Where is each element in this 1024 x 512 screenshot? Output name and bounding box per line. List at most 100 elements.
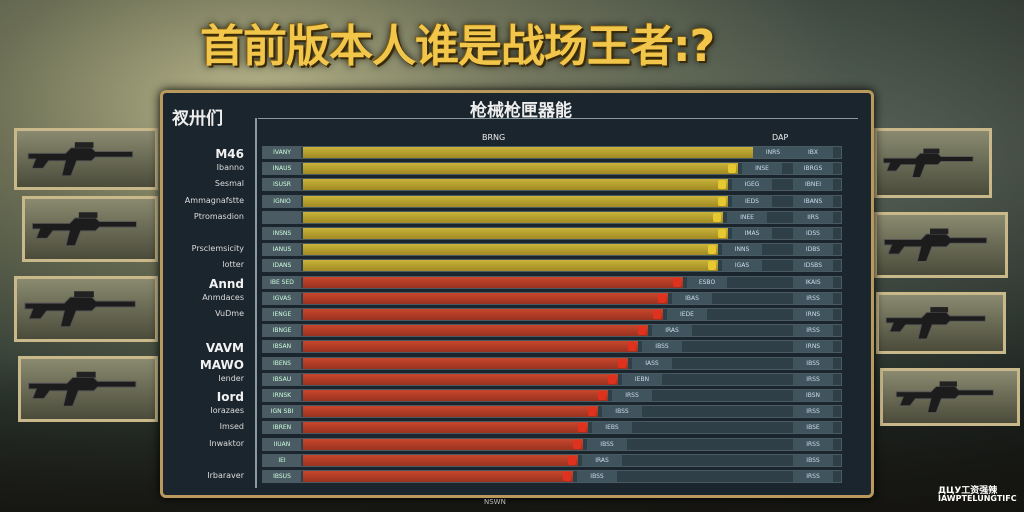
- rifle-icon: [895, 381, 994, 414]
- stat-bar: [303, 260, 718, 272]
- stat-value: IRSS: [793, 325, 833, 337]
- stat-value: IDBS: [793, 244, 833, 256]
- stat-bar: [303, 228, 728, 239]
- stat-value: IEDE: [667, 309, 707, 320]
- stat-value: IRSS: [793, 438, 833, 450]
- stat-bar: [303, 341, 638, 353]
- stat-value: IRSS: [612, 390, 652, 401]
- row-cell: IENGE: [263, 309, 301, 320]
- rifle-icon: [883, 148, 974, 178]
- column-label: BRNG: [482, 133, 506, 142]
- watermark: IAWPTELUNGTIFC: [938, 494, 1017, 503]
- weapon-image-left-1: [14, 128, 158, 190]
- stat-value: IIRS: [793, 211, 833, 223]
- weapon-image-left-2: [22, 196, 158, 262]
- row-cell: IVANY: [263, 147, 301, 158]
- stat-bar: [303, 357, 628, 369]
- marker: [673, 277, 681, 287]
- row-label: Imsed: [219, 422, 244, 432]
- marker: [718, 196, 726, 206]
- row-cell: IIUAN: [263, 438, 301, 450]
- stat-value: IASS: [632, 357, 672, 369]
- stat-value: IBAS: [672, 292, 712, 304]
- stat-value: IDSBS: [793, 260, 833, 272]
- stat-value: IEBS: [592, 422, 632, 434]
- axis-vertical: [255, 118, 257, 488]
- stat-bar: [303, 390, 608, 401]
- table-row: IDANS IGAS IDSBS: [262, 259, 842, 273]
- stat-bar: [303, 422, 588, 434]
- row-cell: IGN SBI: [263, 406, 301, 418]
- table-row: IBSAN IBSS IRNS: [262, 340, 842, 354]
- marker: [728, 164, 736, 174]
- stat-value: IBANS: [793, 195, 833, 207]
- table-row: IBENS IASS IBSS: [262, 356, 842, 370]
- stat-value: INSE: [742, 163, 782, 175]
- stat-value: IBNEI: [793, 179, 833, 191]
- stat-bar: [303, 195, 728, 207]
- stat-bar: [303, 406, 598, 418]
- row-label: Iorazaes: [210, 406, 244, 416]
- table-row: IANUS INNS IDBS: [262, 243, 842, 257]
- row-label: VuDme: [215, 309, 244, 318]
- stat-value: IKAIS: [793, 276, 833, 288]
- panel-footer: NSWN: [484, 498, 506, 506]
- stat-bar: [303, 292, 668, 304]
- marker: [713, 212, 721, 222]
- rifle-icon: [883, 228, 988, 262]
- table-row: IGVAS IBAS IRSS: [262, 291, 842, 305]
- row-cell: INAUS: [263, 163, 301, 175]
- row-cell: IBENS: [263, 357, 301, 369]
- row-label: Annd: [209, 276, 244, 291]
- stat-value: IMAS: [732, 228, 772, 239]
- stat-bar: [303, 325, 648, 337]
- marker: [578, 423, 586, 433]
- axis-line: [258, 118, 858, 119]
- table-row: IBSUS IBSS IRSS: [262, 470, 842, 483]
- stat-bar: [303, 309, 663, 320]
- marker: [708, 245, 716, 255]
- row-cell: ISUSR: [263, 179, 301, 191]
- table-row: IRNSK IRSS IBSN: [262, 389, 842, 402]
- row-label: Ammagnafstte: [184, 195, 244, 205]
- row-cell: IBSAN: [263, 341, 301, 353]
- row-label: Anmdaces: [202, 292, 244, 302]
- marker: [628, 342, 636, 352]
- stat-bar: [303, 179, 728, 191]
- rifle-icon: [31, 212, 137, 247]
- stat-value: IBRGS: [793, 163, 833, 175]
- row-cell: IGNIO: [263, 195, 301, 207]
- row-label: Sesmal: [214, 179, 244, 189]
- panel-title: 枪械枪匣器能: [470, 101, 572, 121]
- stat-value: IRAS: [652, 325, 692, 337]
- table-row: INSNS IMAS IDSS: [262, 227, 842, 240]
- rifle-icon: [24, 291, 136, 328]
- row-label: M46: [215, 147, 244, 161]
- weapon-image-right-1: [874, 128, 992, 198]
- stat-value: IRSS: [793, 292, 833, 304]
- row-label: VAVM: [205, 341, 244, 356]
- page-title: 首前版本人谁是战场王者:?: [200, 21, 715, 72]
- stat-value: INEE: [727, 211, 767, 223]
- table-row: IBSAU IEBN IRSS: [262, 372, 842, 386]
- row-cell: IBE SED: [263, 276, 301, 288]
- rifle-icon: [885, 307, 986, 340]
- row-cell: IBNGE: [263, 325, 301, 337]
- marker: [658, 293, 666, 303]
- row-cell: IDANS: [263, 260, 301, 272]
- stat-value: IBX: [793, 147, 833, 158]
- row-cell: INSNS: [263, 228, 301, 239]
- weapon-image-left-3: [14, 276, 158, 342]
- stat-value: IBSS: [793, 454, 833, 466]
- table-row: IVANY INRS IBX: [262, 146, 842, 159]
- stat-bar: [303, 147, 763, 158]
- stat-value: IBSS: [793, 357, 833, 369]
- stat-value: IBSE: [793, 422, 833, 434]
- marker: [653, 310, 661, 319]
- stat-value: IEBN: [622, 373, 662, 385]
- table-row: IBNGE IRAS IRSS: [262, 324, 842, 338]
- stat-bar: [303, 373, 618, 385]
- stat-value: IBSS: [602, 406, 642, 418]
- marker: [598, 391, 606, 400]
- marker: [618, 358, 626, 368]
